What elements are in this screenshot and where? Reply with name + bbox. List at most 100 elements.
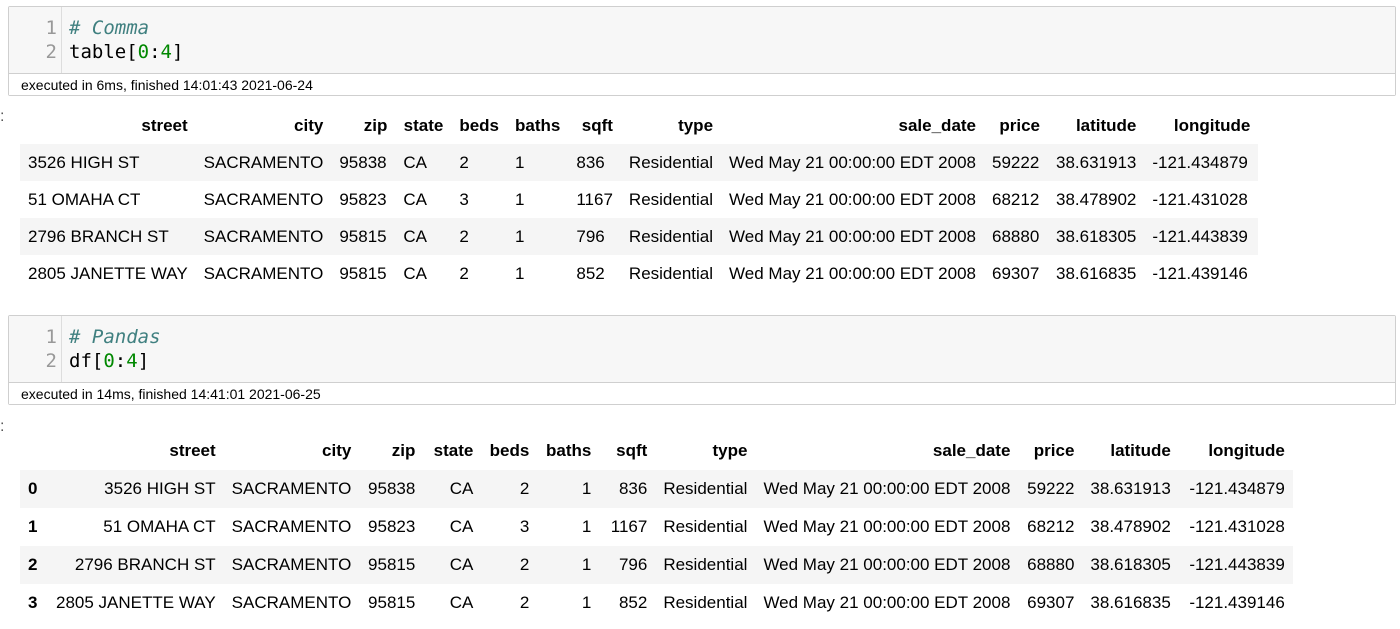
table-cell: Residential [628,226,714,246]
table-row: 2805 JANETTE WAY SACRAMENTO 95815 CA 2 1… [20,255,1259,292]
table-cell: 1 [515,189,525,209]
table-cell: Residential [663,479,748,498]
table-row: 2796 BRANCH ST SACRAMENTO 95815 CA 2 1 7… [20,218,1259,255]
table-cell: 38.478902 [1090,517,1171,536]
output-prompt: : [0,418,5,435]
code-editor[interactable]: 1 # Pandas 2 df[0:4] [9,316,1395,383]
column-header: beds [459,116,500,135]
table-cell: CA [449,593,474,612]
code-comment: # Pandas [69,326,161,348]
table-cell: 95838 [339,152,387,172]
table-cell: Wed May 21 00:00:00 EDT 2008 [729,189,977,209]
table-header-row: street city zip state beds baths sqft ty… [20,108,1258,144]
table-cell: CA [449,555,474,574]
code-number: 0 [137,41,150,63]
code-text: df[ [69,350,104,372]
table-cell: 51 OMAHA CT [103,517,216,536]
column-header: street [169,441,216,460]
table-cell: 2 [459,226,469,246]
column-header: longitude [1173,116,1251,135]
table-row: 0 3526 HIGH ST SACRAMENTO 95838 CA 2 1 8… [20,470,1293,508]
table-cell: -121.439146 [1189,593,1285,612]
code-cell-1[interactable]: 1 # Comma 2 table[0:4] executed in 6ms, … [8,6,1396,96]
table-cell: 38.478902 [1056,189,1137,209]
table-cell: CA [403,189,427,209]
index-header [20,432,48,470]
code-number: 0 [103,350,115,372]
output-prompt: : [0,108,5,125]
code-line: df[0:4] [69,349,149,373]
table-cell: 796 [618,555,648,574]
table-cell: -121.443839 [1152,226,1248,246]
table-cell: Wed May 21 00:00:00 EDT 2008 [763,479,1011,498]
table-cell: Wed May 21 00:00:00 EDT 2008 [729,152,977,172]
table-cell: Wed May 21 00:00:00 EDT 2008 [729,226,977,246]
table-cell: 1 [515,226,525,246]
table-cell: 1 [515,152,525,172]
table-cell: Residential [663,517,748,536]
column-header: sale_date [898,116,977,135]
table-cell: Residential [628,152,714,172]
table-cell: 2 [519,555,530,574]
table-cell: 38.616835 [1056,263,1137,283]
table-cell: 1 [515,263,525,283]
row-index: 0 [28,479,38,498]
table-cell: 38.616835 [1090,593,1171,612]
table-cell: 2796 BRANCH ST [28,226,169,246]
table-cell: 95815 [368,555,416,574]
table-cell: 95823 [339,189,387,209]
code-number: 4 [126,350,138,372]
table-cell: Residential [628,189,714,209]
column-header: street [141,116,188,135]
line-number: 2 [45,41,57,63]
table-cell: 3 [519,517,530,536]
table-cell: 852 [576,263,605,283]
table-cell: -121.431028 [1152,189,1248,209]
code-editor[interactable]: 1 # Comma 2 table[0:4] [9,7,1395,74]
column-header: price [999,116,1041,135]
table-cell: 69307 [1027,593,1075,612]
column-header: baths [545,441,592,460]
line-number-gutter [9,7,62,74]
table-cell: SACRAMENTO [231,479,352,498]
table-cell: 3526 HIGH ST [104,479,216,498]
row-index: 1 [28,517,38,536]
column-header: city [294,116,324,135]
table-cell: 38.618305 [1090,555,1171,574]
table-cell: 95815 [339,226,387,246]
table-row: 1 51 OMAHA CT SACRAMENTO 95823 CA 3 1 11… [20,508,1293,546]
table-cell: 59222 [1027,479,1075,498]
column-header: price [1033,441,1075,460]
row-index: 3 [28,593,38,612]
table-cell: CA [403,152,427,172]
table-cell: Wed May 21 00:00:00 EDT 2008 [763,593,1011,612]
table-cell: 69307 [992,263,1040,283]
table-cell: 2 [459,152,469,172]
table-header-row: street city zip state beds baths sqft ty… [20,432,1293,470]
code-cell-2[interactable]: 1 # Pandas 2 df[0:4] executed in 14ms, f… [8,315,1396,405]
column-header: zip [363,116,388,135]
table-cell: Wed May 21 00:00:00 EDT 2008 [729,263,977,283]
code-text: ] [172,41,184,63]
code-text: table[ [69,41,138,63]
table-cell: SACRAMENTO [203,226,324,246]
table-cell: 2 [519,593,530,612]
table-cell: SACRAMENTO [231,593,352,612]
table-cell: 1167 [610,517,648,536]
row-index: 2 [28,555,38,574]
table-cell: 1 [581,517,592,536]
table-cell: 38.618305 [1056,226,1137,246]
table-cell: 68880 [1027,555,1075,574]
column-header: type [712,441,748,460]
table-cell: Residential [663,555,748,574]
execution-info: executed in 14ms, finished 14:41:01 2021… [9,382,1395,404]
table-row: 51 OMAHA CT SACRAMENTO 95823 CA 3 1 1167… [20,181,1259,218]
column-header: latitude [1110,441,1171,460]
column-header: city [322,441,352,460]
table-cell: 2 [459,263,469,283]
table-cell: -121.439146 [1152,263,1248,283]
table-cell: 95815 [368,593,416,612]
column-header: state [433,441,474,460]
table-cell: 51 OMAHA CT [28,189,141,209]
table-cell: CA [403,263,427,283]
